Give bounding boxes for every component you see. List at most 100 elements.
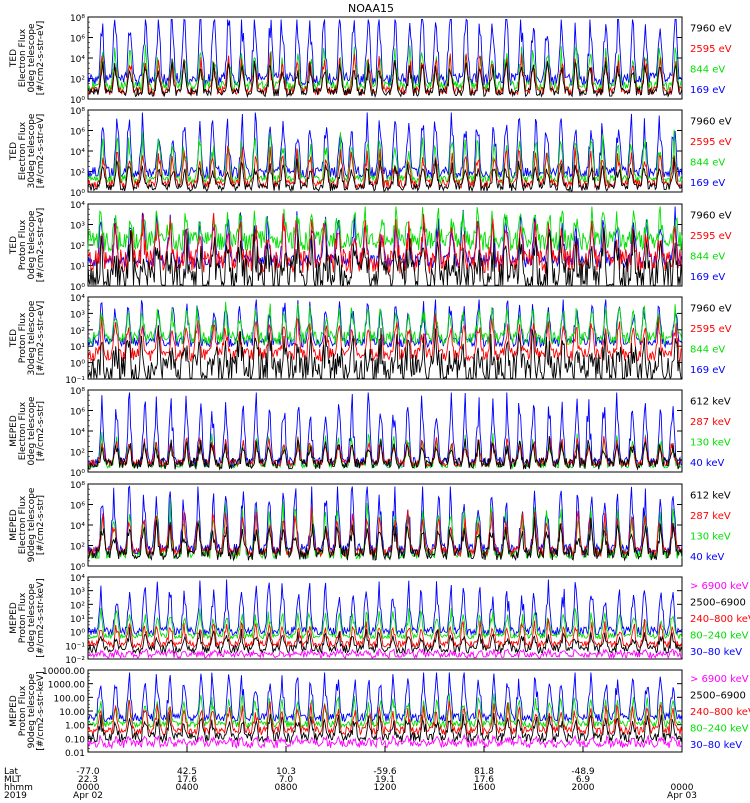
y-axis-label: 90deg telescope (27, 487, 37, 562)
x-tick-label: 42.5 (177, 767, 197, 777)
legend-entry: > 6900 keV (690, 674, 749, 685)
series-line (87, 693, 683, 729)
y-tick-label: 10⁴ (70, 201, 85, 211)
x-tick-label: 1200 (374, 783, 397, 793)
y-tick-label: 10⁴ (70, 574, 85, 584)
panel-ted-e-30: 10⁸ 10⁶ 10⁴ 10² 10⁰ TED Electron Flux 30deg tel… (9, 107, 732, 199)
x-row-label: hhmm (4, 783, 33, 793)
y-tick-label: 10⁸ (70, 107, 85, 117)
y-tick-label: 10⁴ (70, 428, 85, 438)
series-line (87, 212, 683, 275)
x-tick-label: -77.0 (76, 767, 100, 777)
panel-ted-p-0: 10⁴ 10³ 10² 10¹ 10⁰ TED Proton Flux 0deg telesc… (9, 201, 732, 293)
y-tick-label: 10⁸ (70, 14, 85, 24)
legend-entry: 169 eV (690, 85, 725, 96)
y-axis-label: 30deg telescope (27, 113, 37, 188)
series-line (87, 112, 683, 180)
x-tick-label: Apr 02 (73, 791, 103, 800)
legend-entry: 30–80 keV (690, 647, 742, 658)
legend-entry: 169 eV (690, 272, 725, 283)
y-axis-label: 0deg telescope (27, 210, 37, 280)
y-axis-label: Electron Flux (18, 401, 28, 460)
y-axis-label: Proton Flux (18, 312, 28, 363)
panel-meped-e-90: 10⁸ 10⁶ 10⁴ 10² 10⁰ MEPED Electron Flux 90deg t… (9, 481, 731, 573)
legend-entry: > 6900 keV (690, 581, 749, 592)
legend-entry: 844 eV (690, 157, 725, 168)
x-tick-label: 0800 (275, 783, 298, 793)
y-axis-label: [#/cm2-s-str-keV] (36, 671, 46, 750)
series-line (87, 157, 683, 193)
y-tick-label: 10⁻¹ (65, 642, 85, 652)
x-tick-label: 17.6 (177, 775, 197, 785)
series-line (87, 516, 683, 562)
y-tick-label: 100.00 (54, 694, 86, 704)
series-line (87, 392, 683, 469)
legend-entry: 240–800 keV (690, 707, 750, 718)
y-tick-label: 10² (70, 327, 85, 337)
panel-meped-p-0: 10⁴ 10³ 10² 10¹ 10⁰ 10⁻¹ 10⁻² MEPED Proton Flux 0… (9, 574, 750, 666)
legend-entry: 169 eV (690, 178, 725, 189)
y-tick-label: 10⁻² (65, 656, 85, 666)
series-line (87, 301, 683, 347)
series-line (87, 712, 683, 744)
y-axis-label: [#/cm2-s-str-eV] (36, 21, 46, 96)
y-axis-label: Proton Flux (18, 685, 28, 736)
x-tick-label: 10.3 (276, 767, 296, 777)
y-tick-label: 10³ (70, 310, 85, 320)
y-tick-label: 10² (70, 76, 85, 86)
x-tick-label: 81.8 (474, 767, 494, 777)
y-tick-label: 10⁶ (70, 502, 85, 512)
y-tick-label: 10⁴ (70, 148, 85, 158)
y-tick-label: 10³ (70, 588, 85, 598)
series-line (87, 647, 683, 660)
y-tick-label: 10² (70, 601, 85, 611)
x-row-label: MLT (4, 775, 22, 785)
series-line (87, 499, 683, 560)
y-tick-label: 10⁰ (70, 96, 85, 106)
legend-entry: 7960 eV (690, 23, 732, 34)
legend-entry: 287 keV (690, 511, 731, 522)
x-row-label: 2019 (4, 791, 27, 800)
y-tick-label: 10⁴ (70, 294, 85, 304)
legend-entry: 2595 eV (690, 324, 732, 335)
legend-entry: 169 eV (690, 365, 725, 376)
legend-entry: 2595 eV (690, 137, 732, 148)
series-line (87, 607, 683, 641)
y-tick-label: 1000.00 (48, 681, 85, 691)
y-axis-label: [#/cm2-s-str-eV] (36, 208, 46, 283)
y-tick-label: 10⁶ (70, 35, 85, 45)
legend-entry: 612 keV (690, 490, 731, 501)
series-line (87, 206, 683, 253)
legend-entry: 844 eV (690, 344, 725, 355)
y-tick-label: 0.01 (65, 749, 85, 759)
chart-title: NOAA15 (348, 2, 394, 15)
y-tick-label: 0.10 (65, 735, 85, 745)
y-tick-label: 10⁰ (70, 189, 85, 199)
y-tick-label: 10² (70, 242, 85, 252)
x-tick-label: 0400 (176, 783, 199, 793)
series-line (87, 579, 683, 637)
x-tick-label: 2000 (572, 783, 595, 793)
y-tick-label: 1.00 (65, 722, 85, 732)
legend-entry: 287 keV (690, 417, 731, 428)
x-tick-label: 6.9 (576, 775, 591, 785)
y-tick-label: 10⁰ (70, 360, 85, 370)
y-axis-label: Electron Flux (18, 495, 28, 554)
y-axis-label: TED (9, 236, 19, 255)
legend-entry: 130 keV (690, 531, 731, 542)
y-tick-label: 10⁸ (70, 387, 85, 397)
y-axis-label: 0deg telescope (27, 583, 37, 653)
y-tick-label: 10⁰ (70, 629, 85, 639)
y-axis-label: TED (9, 329, 19, 348)
x-tick-label: 7.0 (279, 775, 294, 785)
y-axis-label: 0deg telescope (27, 396, 37, 466)
y-tick-label: 10² (70, 449, 85, 459)
x-tick-label: -59.6 (373, 767, 397, 777)
y-tick-label: 10.00 (59, 708, 85, 718)
series-line (87, 700, 683, 737)
x-tick-label: Apr 03 (667, 791, 697, 800)
x-tick-label: 0000 (671, 783, 694, 793)
x-tick-label: 19.1 (375, 775, 395, 785)
